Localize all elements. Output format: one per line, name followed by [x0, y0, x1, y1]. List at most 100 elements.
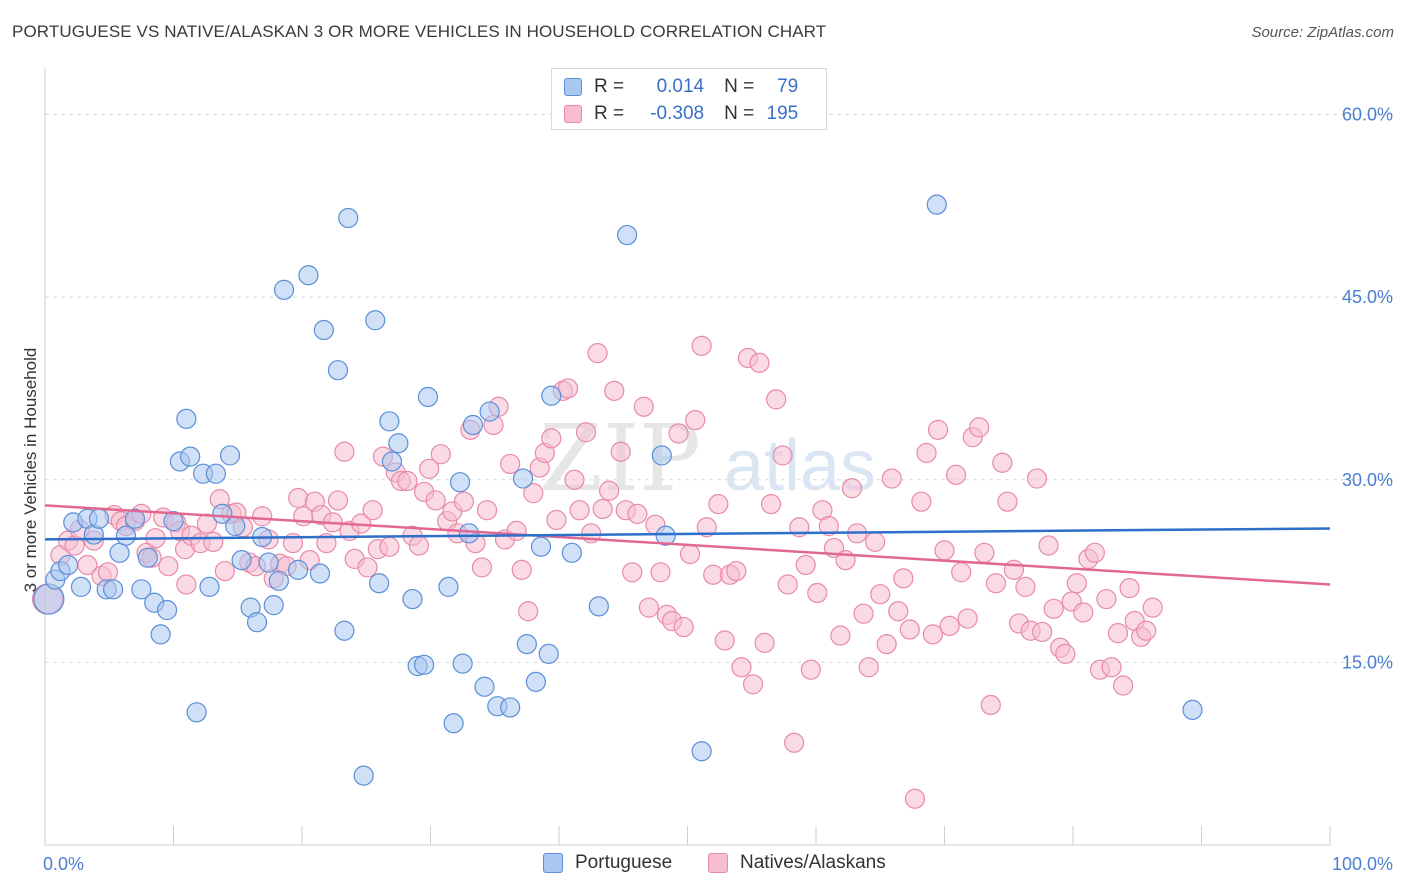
portuguese-point: [103, 579, 124, 600]
legend-item-natives[interactable]: Natives/Alaskans: [708, 852, 886, 874]
legend-n-label: N =: [724, 103, 755, 124]
portuguese-point: [369, 573, 390, 594]
natives-alaskans-point: [518, 601, 539, 622]
legend-r-label: R =: [594, 103, 625, 124]
natives-alaskans-point: [784, 732, 805, 753]
natives-alaskans-point: [870, 584, 891, 605]
watermark: ZIP atlas: [539, 405, 876, 512]
natives-alaskans-point: [865, 531, 886, 552]
portuguese-point: [479, 401, 500, 422]
portuguese-point: [438, 576, 459, 597]
y-tick-label: 45.0%: [1342, 287, 1393, 307]
natives-alaskans-point: [316, 532, 337, 554]
portuguese-point: [176, 408, 197, 429]
portuguese-point: [530, 536, 552, 557]
portuguese-point: [500, 697, 521, 718]
natives-alaskans-point: [777, 574, 798, 595]
portuguese-point: [334, 620, 355, 641]
natives-alaskans-point: [685, 410, 706, 431]
portuguese-point: [458, 523, 480, 544]
portuguese-point: [327, 360, 349, 381]
natives-alaskans-point: [1142, 597, 1163, 618]
natives-alaskans-point: [506, 520, 527, 541]
natives-alaskans-point: [408, 535, 430, 556]
portuguese-trend-line: [44, 527, 1331, 541]
legend-r-value: 0.014: [656, 76, 705, 97]
natives-alaskans-point: [772, 445, 793, 466]
portuguese-point: [379, 411, 400, 432]
portuguese-point: [231, 550, 252, 571]
natives-alaskans-point: [853, 603, 874, 624]
natives-alaskans-point: [876, 634, 897, 655]
natives-alaskans-point: [650, 562, 671, 583]
natives-alaskans-point: [691, 335, 712, 356]
natives-alaskans-point: [951, 562, 972, 583]
portuguese-point: [516, 634, 537, 655]
natives-alaskans-point: [541, 428, 562, 449]
legend-n-value: 79: [777, 76, 799, 97]
natives-alaskans-point: [1055, 643, 1076, 664]
natives-alaskans-point: [638, 597, 660, 618]
natives-alaskans-point: [1073, 602, 1094, 623]
portuguese-point: [109, 542, 130, 563]
portuguese-point: [273, 279, 295, 300]
natives-alaskans-point: [899, 619, 920, 640]
portuguese-point: [199, 576, 220, 597]
portuguese-point: [131, 579, 152, 600]
natives-alaskans-point: [564, 469, 585, 490]
natives-alaskans-point: [726, 560, 747, 582]
natives-alaskans-point: [546, 509, 567, 531]
portuguese-point: [655, 525, 676, 546]
portuguese-point: [452, 653, 473, 674]
x-tick-labels: 0.0% 100.0%: [43, 854, 1393, 874]
source-label: Source: ZipAtlas.com: [1251, 24, 1394, 41]
natives-alaskans-point: [362, 500, 383, 521]
natives-alaskans-point: [476, 500, 498, 521]
legend-item-portuguese[interactable]: Portuguese: [543, 852, 672, 874]
portuguese-point: [417, 386, 439, 408]
legend-swatch-portuguese: [564, 78, 582, 96]
natives-alaskans-point: [800, 659, 821, 680]
portuguese-point: [115, 525, 137, 546]
natives-alaskans-point: [1113, 675, 1134, 696]
natives-alaskans-point: [569, 500, 590, 521]
natives-alaskans-point: [1003, 559, 1024, 580]
natives-alaskans-point: [980, 694, 1001, 716]
portuguese-point: [588, 596, 609, 617]
natives-alaskans-point: [1096, 588, 1117, 610]
natives-alaskans-point: [708, 494, 729, 515]
natives-alaskans-point: [760, 494, 782, 515]
natives-alaskans-point: [830, 625, 851, 646]
portuguese-point: [926, 194, 947, 215]
natives-alaskans-point: [927, 419, 949, 440]
portuguese-point: [402, 588, 423, 610]
natives-alaskans-point: [945, 464, 967, 485]
natives-alaskans-point: [893, 568, 914, 589]
portuguese-point: [70, 576, 92, 597]
natives-alaskans-point: [673, 616, 694, 638]
legend-swatch-portuguese: [543, 853, 563, 873]
portuguese-point: [137, 547, 158, 568]
portuguese-point: [212, 503, 233, 524]
natives-alaskans-point: [1107, 623, 1129, 644]
portuguese-point: [263, 595, 284, 616]
natives-alaskans-point: [1038, 535, 1059, 556]
natives-alaskans-point: [911, 491, 932, 512]
natives-alaskans-point: [916, 442, 937, 464]
natives-alaskans-trend-line: [44, 504, 1331, 586]
natives-alaskans-point: [969, 417, 990, 438]
portuguese-point: [443, 713, 464, 734]
legend-n-value: 195: [766, 103, 799, 124]
portuguese-points: [33, 194, 1203, 786]
portuguese-point: [541, 385, 562, 406]
natives-alaskans-point: [731, 657, 752, 678]
y-tick-label: 15.0%: [1342, 652, 1393, 672]
natives-alaskans-point: [419, 458, 440, 479]
y-tick-labels: 15.0% 30.0% 45.0% 60.0%: [1342, 105, 1393, 673]
natives-alaskans-point: [97, 562, 119, 583]
legend-row-portuguese: R = 0.014 N = 79: [564, 74, 798, 100]
natives-alaskans-point: [881, 468, 902, 489]
natives-alaskans-point: [818, 515, 839, 537]
portuguese-point: [309, 563, 331, 584]
